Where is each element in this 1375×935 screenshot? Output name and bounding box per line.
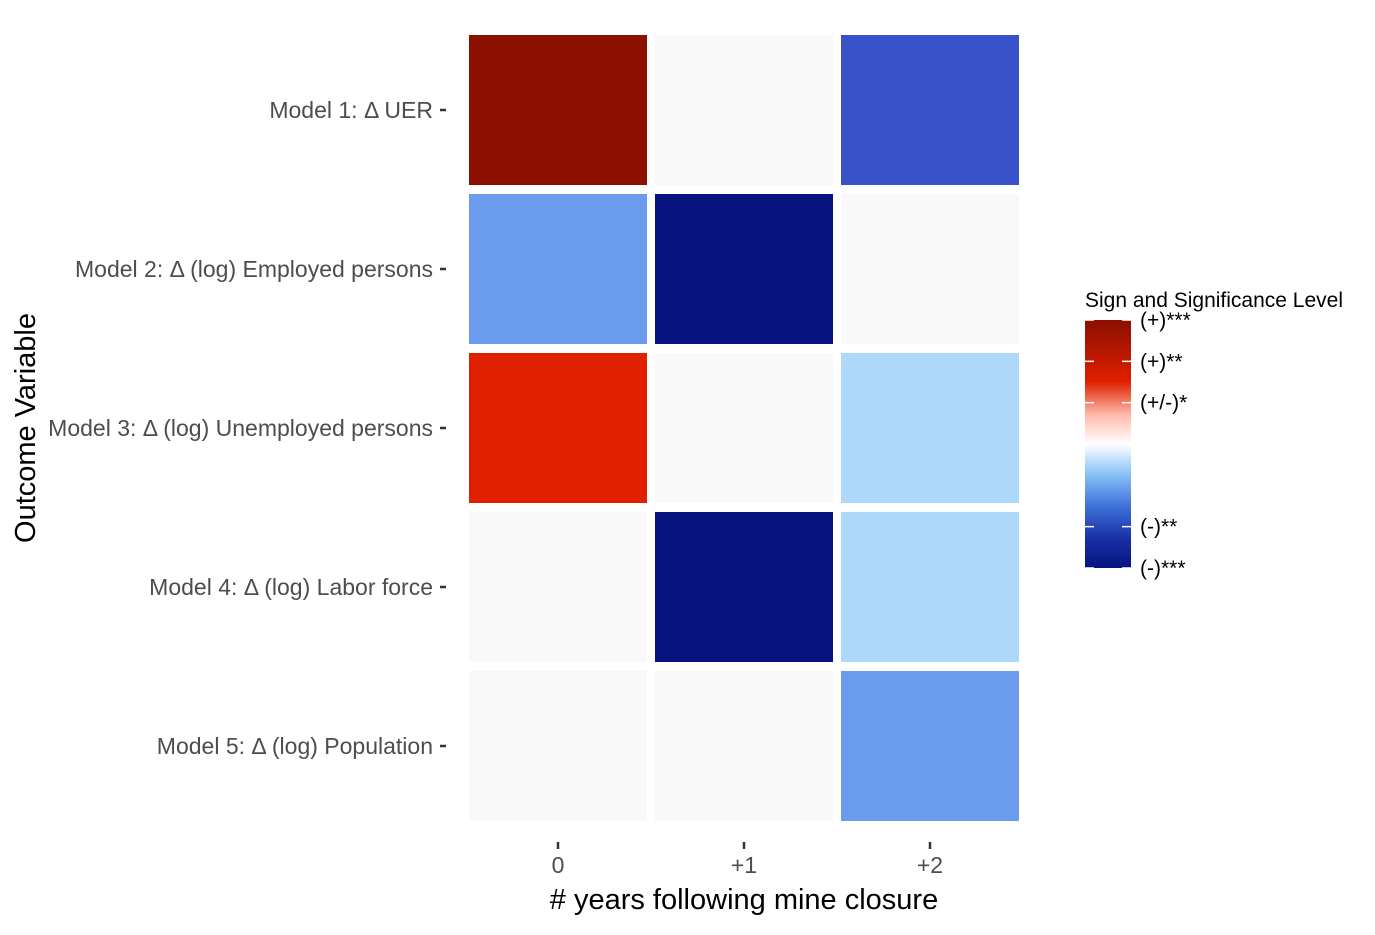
y-tick-label: Model 5: Δ (log) Population [157,733,433,759]
heatmap-cell [469,671,647,821]
heatmap-cell [655,35,833,185]
heatmap-cell [841,512,1019,662]
legend-label: (+/-)* [1140,392,1187,415]
y-tick-label: Model 4: Δ (log) Labor force [149,574,433,600]
y-axis-title: Outcome Variable [10,313,42,543]
legend-label: (-)** [1140,516,1177,539]
legend-colorbar [1085,320,1131,568]
heatmap-cell [841,35,1019,185]
legend-label: (+)*** [1140,309,1191,332]
y-axis: Model 1: Δ UER Model 2: Δ (log) Employed … [48,97,446,759]
heatmap-cell [469,35,647,185]
x-axis: 0 +1 +2 [552,842,943,878]
heatmap-cell [655,671,833,821]
heatmap-cell [841,194,1019,344]
x-tick-label: +2 [917,852,943,878]
legend-label: (-)*** [1140,557,1186,580]
heatmap-cell [841,353,1019,503]
heatmap-cell [655,512,833,662]
x-axis-title: # years following mine closure [550,884,938,916]
x-tick-label: +1 [731,852,757,878]
legend-ticks: (+)*** (+)** (+/-)* (-)** (-)*** [1085,309,1191,580]
legend-title: Sign and Significance Level [1085,289,1343,312]
y-tick-label: Model 2: Δ (log) Employed persons [75,256,433,282]
x-tick-label: 0 [552,852,565,878]
legend: Sign and Significance Level (+)***(+)**(… [1085,289,1343,580]
heatmap-cells [469,35,1019,821]
heatmap-cell [469,512,647,662]
heatmap-cell [469,194,647,344]
y-tick-label: Model 3: Δ (log) Unemployed persons [48,415,433,441]
heatmap-cell [655,194,833,344]
heatmap-cell [655,353,833,503]
heatmap-cell [469,353,647,503]
heatmap-cell [841,671,1019,821]
y-tick-label: Model 1: Δ UER [269,97,433,123]
legend-label: (+)** [1140,350,1183,373]
